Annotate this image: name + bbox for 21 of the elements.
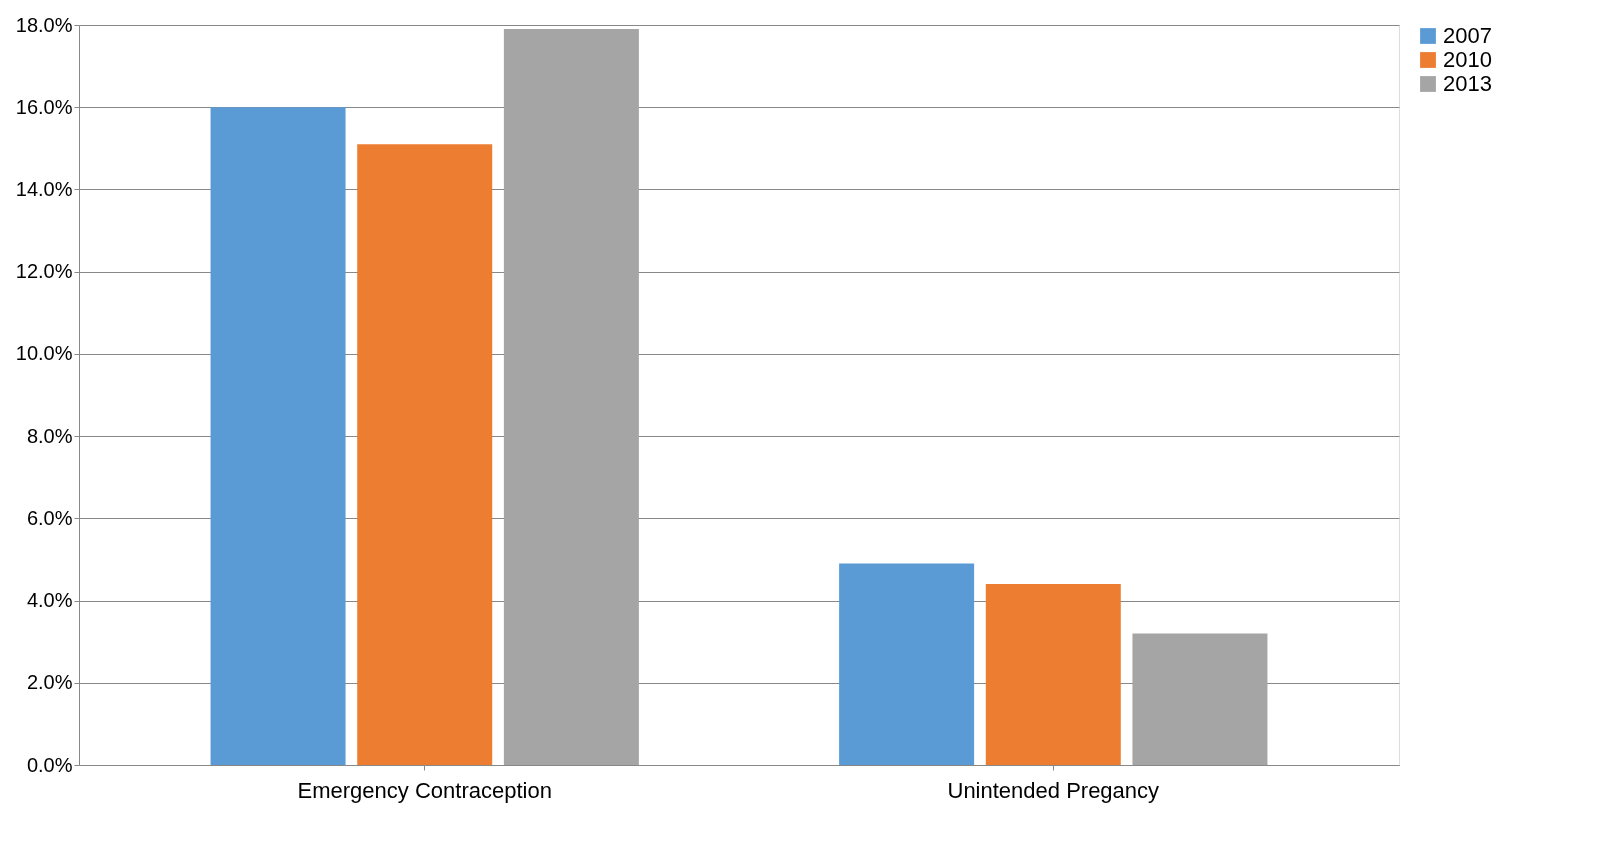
bar <box>357 144 493 765</box>
bar <box>985 584 1121 765</box>
y-tick-label: 8.0% <box>26 424 73 447</box>
legend-label: 2007 <box>1443 23 1492 48</box>
bar <box>1132 633 1268 765</box>
y-tick-label: 12.0% <box>15 260 73 283</box>
y-tick-label: 4.0% <box>26 589 73 612</box>
y-tick-label: 2.0% <box>26 671 73 694</box>
y-tick-label: 18.0% <box>15 13 73 36</box>
y-tick-label: 14.0% <box>15 177 73 200</box>
y-tick-label: 16.0% <box>15 95 73 118</box>
bar <box>839 563 975 765</box>
y-tick-label: 10.0% <box>15 342 73 365</box>
x-tick-label: Unintended Pregancy <box>947 777 1160 803</box>
y-tick-label: 6.0% <box>26 506 73 529</box>
x-tick-label: Emergency Contraception <box>297 777 552 803</box>
y-tick-label: 0.0% <box>26 753 73 776</box>
legend-label: 2010 <box>1443 47 1492 72</box>
bar <box>210 107 346 765</box>
bar <box>503 29 639 765</box>
legend-label: 2013 <box>1443 71 1492 96</box>
